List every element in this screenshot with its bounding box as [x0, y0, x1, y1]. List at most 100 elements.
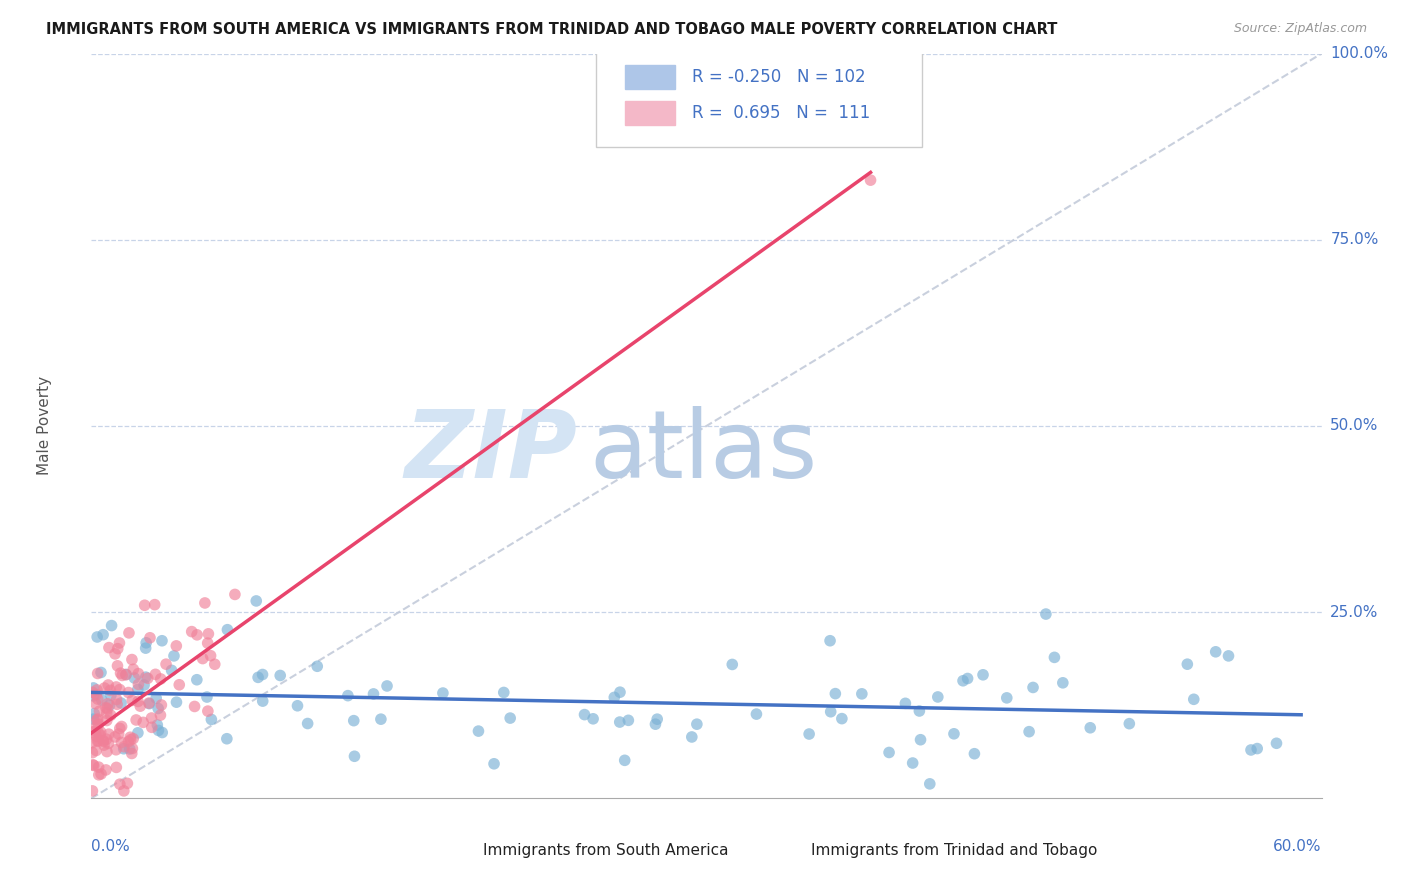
Point: [375, 679, 398, 693]
Point: [287, 698, 309, 713]
Point: [363, 687, 385, 701]
Point: [112, 784, 135, 798]
Point: [824, 687, 846, 701]
Point: [134, 599, 156, 613]
Point: [127, 666, 149, 681]
Point: [859, 173, 882, 187]
Point: [84, 724, 107, 739]
Point: [166, 695, 188, 709]
Point: [343, 714, 366, 728]
Point: [582, 712, 605, 726]
Text: 100.0%: 100.0%: [1330, 46, 1388, 61]
Point: [86, 682, 108, 697]
Point: [1265, 736, 1288, 750]
Point: [117, 734, 139, 748]
Point: [148, 701, 170, 715]
Point: [150, 725, 173, 739]
Point: [149, 672, 172, 686]
Point: [105, 760, 128, 774]
Point: [86, 718, 108, 732]
Point: [617, 714, 640, 728]
Point: [89, 704, 111, 718]
Point: [122, 731, 145, 746]
Point: [97, 678, 120, 692]
Point: [111, 668, 134, 682]
Point: [224, 587, 246, 601]
Point: [121, 693, 143, 707]
Point: [87, 712, 110, 726]
Point: [87, 768, 110, 782]
Point: [150, 698, 173, 712]
Point: [87, 717, 110, 731]
Point: [105, 698, 128, 712]
Point: [122, 662, 145, 676]
Point: [609, 714, 631, 729]
Point: [247, 670, 270, 684]
Point: [200, 713, 222, 727]
Point: [160, 663, 183, 677]
Point: [467, 724, 489, 739]
Point: [167, 678, 190, 692]
Point: [894, 696, 917, 710]
Text: R =  0.695   N =  111: R = 0.695 N = 111: [692, 104, 870, 122]
Point: [82, 712, 104, 726]
Point: [83, 758, 105, 772]
Point: [204, 657, 226, 672]
Point: [252, 667, 274, 681]
Point: [82, 689, 104, 703]
Point: [84, 697, 107, 711]
Point: [120, 732, 142, 747]
Point: [138, 697, 160, 711]
Point: [108, 636, 131, 650]
Point: [482, 756, 505, 771]
Point: [82, 784, 104, 798]
Point: [86, 688, 108, 702]
Point: [297, 716, 319, 731]
Point: [97, 640, 120, 655]
Point: [112, 741, 135, 756]
Point: [125, 713, 148, 727]
Point: [1246, 741, 1268, 756]
Point: [148, 723, 170, 738]
Point: [197, 704, 219, 718]
Point: [127, 694, 149, 708]
Point: [110, 696, 132, 710]
Point: [108, 682, 131, 697]
Point: [118, 742, 141, 756]
Text: 0.0%: 0.0%: [91, 839, 131, 855]
Point: [963, 747, 986, 761]
Point: [574, 707, 596, 722]
Point: [82, 685, 104, 699]
Point: [100, 688, 122, 702]
Point: [831, 712, 853, 726]
Point: [100, 708, 122, 723]
Text: R = -0.250   N = 102: R = -0.250 N = 102: [692, 69, 865, 87]
Point: [200, 648, 222, 663]
Point: [84, 729, 107, 743]
Point: [1182, 692, 1205, 706]
Point: [180, 624, 202, 639]
Point: [86, 630, 108, 644]
Text: 75.0%: 75.0%: [1330, 232, 1379, 247]
FancyBboxPatch shape: [626, 101, 675, 125]
Text: Male Poverty: Male Poverty: [37, 376, 52, 475]
FancyBboxPatch shape: [440, 840, 474, 860]
Point: [644, 717, 666, 731]
Point: [818, 633, 841, 648]
Point: [215, 731, 238, 746]
Point: [918, 777, 941, 791]
Point: [149, 708, 172, 723]
Point: [107, 641, 129, 656]
Point: [995, 690, 1018, 705]
Point: [82, 736, 104, 750]
Point: [96, 745, 118, 759]
Point: [124, 671, 146, 685]
Point: [96, 702, 118, 716]
FancyBboxPatch shape: [626, 65, 675, 89]
Point: [91, 628, 114, 642]
Point: [132, 678, 155, 692]
Text: IMMIGRANTS FROM SOUTH AMERICA VS IMMIGRANTS FROM TRINIDAD AND TOBAGO MALE POVERT: IMMIGRANTS FROM SOUTH AMERICA VS IMMIGRA…: [46, 22, 1057, 37]
Point: [90, 767, 112, 781]
Point: [613, 753, 636, 767]
Point: [100, 618, 122, 632]
